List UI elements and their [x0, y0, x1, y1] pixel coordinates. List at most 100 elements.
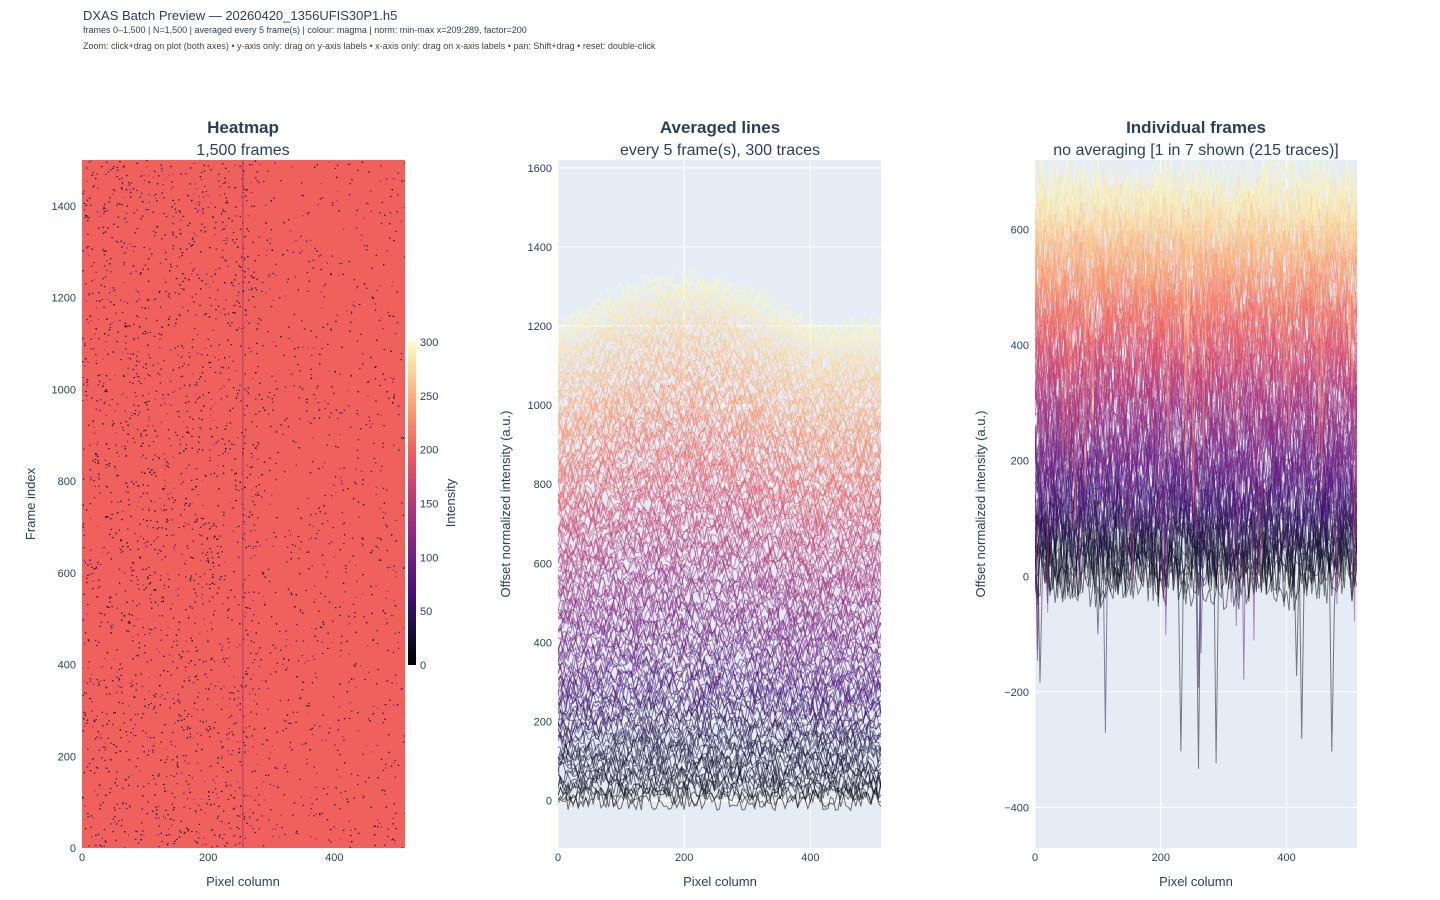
heatmap-cell [149, 472, 151, 474]
heatmap-cell [179, 715, 182, 717]
heatmap-cells[interactable] [82, 160, 406, 849]
heatmap-cell [343, 467, 345, 469]
heatmap-cell [195, 841, 197, 843]
colorbar-tick-label: 300 [420, 337, 438, 349]
heatmap-cell [195, 314, 197, 316]
x-tick-label[interactable]: 400 [325, 852, 343, 864]
heatmap-cell [404, 671, 405, 673]
individual-y-label: Offset normalized intensity (a.u.) [973, 411, 988, 598]
x-tick-label[interactable]: 400 [801, 852, 819, 864]
heatmap-cell [269, 457, 271, 459]
heatmap-cell [213, 536, 216, 538]
heatmap-cell [270, 809, 272, 811]
y-tick-label[interactable]: 1400 [52, 201, 76, 213]
x-tick-label[interactable]: 0 [555, 852, 561, 864]
y-tick-label[interactable]: 1200 [528, 321, 552, 333]
heatmap-cell [246, 477, 248, 479]
heatmap-cell [343, 739, 345, 741]
heatmap-cell [180, 719, 183, 721]
heatmap-cell [127, 491, 129, 493]
y-tick-label[interactable]: 0 [546, 796, 552, 808]
heatmap-cell [339, 683, 341, 685]
heatmap-cell [274, 647, 277, 649]
heatmap-cell [297, 536, 300, 538]
heatmap-cell [274, 592, 277, 594]
y-tick-label[interactable]: 1400 [528, 242, 552, 254]
heatmap-panel[interactable]: Heatmap 1,500 frames 0200400600800100012… [23, 118, 458, 889]
heatmap-cell [244, 837, 247, 839]
x-tick-label[interactable]: 200 [675, 852, 693, 864]
x-tick-label[interactable]: 0 [1032, 852, 1038, 864]
y-tick-label[interactable]: 1200 [52, 293, 76, 305]
heatmap-cell [233, 571, 235, 573]
heatmap-cell [157, 805, 160, 807]
heatmap-cell [345, 571, 347, 573]
individual-frames-panel[interactable]: Individual frames no averaging [1 in 7 s… [973, 118, 1357, 889]
heatmap-cell [391, 189, 393, 191]
heatmap-cell [284, 764, 287, 766]
heatmap-cell [195, 646, 197, 648]
y-tick-label[interactable]: 1600 [528, 163, 552, 175]
heatmap-cell [98, 684, 100, 686]
averaged-traces[interactable] [558, 267, 881, 812]
x-tick-label[interactable]: 400 [1277, 852, 1295, 864]
heatmap-cell [312, 525, 314, 527]
y-tick-label[interactable]: 400 [58, 660, 76, 672]
heatmap-cell [169, 270, 171, 272]
heatmap-cell [314, 838, 317, 840]
y-tick-label[interactable]: 0 [1023, 571, 1029, 583]
y-tick-label[interactable]: 400 [1011, 340, 1029, 352]
heatmap-cell [294, 356, 296, 358]
heatmap-cell [255, 486, 258, 488]
y-tick-label[interactable]: 800 [58, 476, 76, 488]
heatmap-cell [183, 363, 185, 365]
heatmap-cell [256, 328, 258, 330]
heatmap-cell [136, 189, 138, 191]
y-tick-label[interactable]: 200 [1011, 456, 1029, 468]
heatmap-cell [118, 701, 120, 703]
heatmap-cell [177, 354, 179, 356]
heatmap-cell [222, 208, 224, 210]
heatmap-cell [135, 674, 137, 676]
heatmap-cell [115, 240, 117, 242]
y-tick-label[interactable]: −200 [1004, 687, 1029, 699]
y-tick-label[interactable]: 0 [70, 843, 76, 855]
heatmap-cell [171, 181, 173, 183]
heatmap-cell [151, 629, 153, 631]
heatmap-cell [215, 299, 217, 301]
heatmap-cell [315, 336, 317, 338]
individual-traces[interactable] [1035, 149, 1357, 769]
heatmap-cell [214, 721, 216, 723]
heatmap-cell [339, 655, 341, 657]
y-tick-label[interactable]: 600 [1011, 224, 1029, 236]
heatmap-cell [258, 411, 261, 413]
heatmap-cell [385, 763, 387, 765]
individual-x-label: Pixel column [1159, 874, 1233, 889]
y-tick-label[interactable]: −400 [1004, 803, 1029, 815]
heatmap-cell [107, 210, 109, 212]
averaged-lines-panel[interactable]: Averaged lines every 5 frame(s), 300 tra… [498, 118, 881, 889]
heatmap-cell [103, 403, 105, 405]
y-tick-label[interactable]: 200 [58, 751, 76, 763]
heatmap-cell [128, 182, 130, 184]
x-tick-label[interactable]: 0 [79, 852, 85, 864]
heatmap-cell [247, 545, 250, 547]
y-tick-label[interactable]: 1000 [528, 400, 552, 412]
heatmap-cell [89, 517, 92, 519]
heatmap-cell [192, 270, 194, 272]
y-tick-label[interactable]: 600 [58, 568, 76, 580]
heatmap-cell [176, 411, 178, 413]
y-tick-label[interactable]: 400 [534, 637, 552, 649]
heatmap-cell [351, 710, 353, 712]
heatmap-cell [85, 215, 87, 217]
x-tick-label[interactable]: 200 [199, 852, 217, 864]
heatmap-cell [213, 583, 216, 585]
y-tick-label[interactable]: 600 [534, 558, 552, 570]
y-tick-label[interactable]: 200 [534, 716, 552, 728]
heatmap-cell [284, 295, 287, 297]
x-tick-label[interactable]: 200 [1152, 852, 1170, 864]
y-tick-label[interactable]: 1000 [52, 384, 76, 396]
heatmap-cell [337, 719, 340, 721]
y-tick-label[interactable]: 800 [534, 479, 552, 491]
